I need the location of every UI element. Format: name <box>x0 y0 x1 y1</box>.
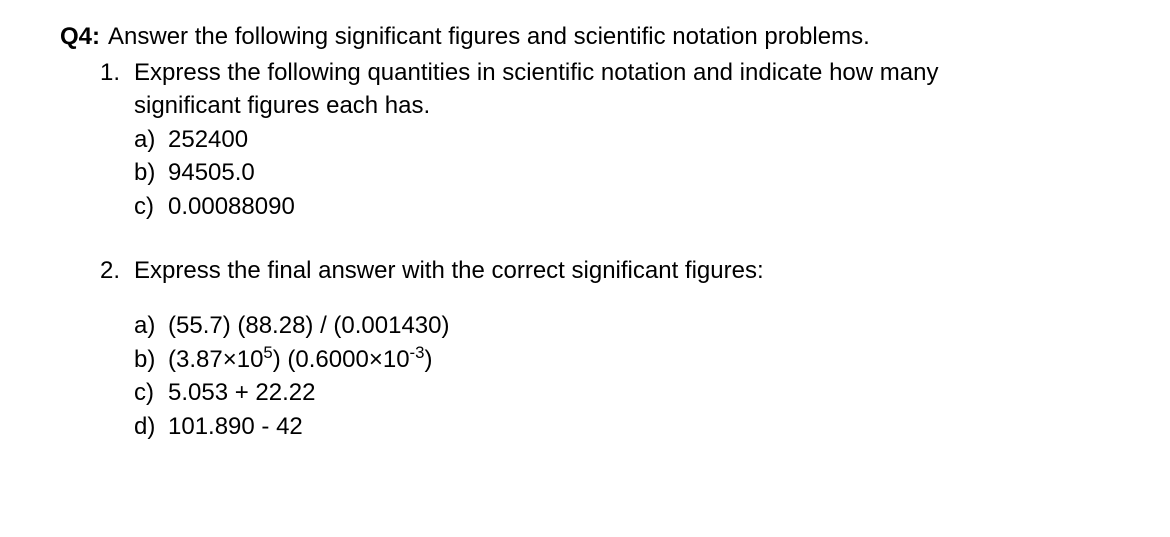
part-1-marker: 1. <box>100 56 134 90</box>
part-2-marker: 2. <box>100 254 134 288</box>
part-1-item-c: c) 0.00088090 <box>134 190 1110 224</box>
part-2-items: a) (55.7) (88.28) / (0.001430) b) (3.87×… <box>134 309 1110 443</box>
item-marker: b) <box>134 343 168 377</box>
item-marker: d) <box>134 410 168 444</box>
part-1-item-a: a) 252400 <box>134 123 1110 157</box>
part-1-item-b: b) 94505.0 <box>134 156 1110 190</box>
expr-exp1: 5 <box>263 343 272 362</box>
part-1-prompt-line1: Express the following quantities in scie… <box>134 56 1110 90</box>
expr-exp2: -3 <box>410 343 425 362</box>
expr-prefix: (3.87×10 <box>168 346 263 373</box>
part-2-item-d: d) 101.890 - 42 <box>134 410 1110 444</box>
part-2-item-b: b) (3.87×105) (0.6000×10-3) <box>134 343 1110 377</box>
part-2-content: Express the final answer with the correc… <box>134 254 1110 444</box>
item-value: 101.890 - 42 <box>168 410 303 444</box>
question-prompt: Answer the following significant figures… <box>108 20 870 54</box>
part-2-row: 2. Express the final answer with the cor… <box>100 254 1110 444</box>
item-value: (3.87×105) (0.6000×10-3) <box>168 343 432 377</box>
item-value: (55.7) (88.28) / (0.001430) <box>168 309 450 343</box>
question-header: Q4: Answer the following significant fig… <box>60 20 1110 54</box>
part-1-prompt-line2: significant figures each has. <box>134 89 1110 123</box>
expr-suffix: ) <box>424 346 432 373</box>
part-1: 1. Express the following quantities in s… <box>100 56 1110 224</box>
item-value: 252400 <box>168 123 248 157</box>
question-label: Q4: <box>60 20 100 54</box>
expr-mid: ) (0.6000×10 <box>273 346 410 373</box>
item-marker: c) <box>134 190 168 224</box>
part-2: 2. Express the final answer with the cor… <box>100 254 1110 444</box>
part-2-prompt: Express the final answer with the correc… <box>134 254 1110 288</box>
item-value: 5.053 + 22.22 <box>168 376 315 410</box>
item-value: 0.00088090 <box>168 190 295 224</box>
item-marker: b) <box>134 156 168 190</box>
part-1-row: 1. Express the following quantities in s… <box>100 56 1110 224</box>
part-1-content: Express the following quantities in scie… <box>134 56 1110 224</box>
item-marker: a) <box>134 123 168 157</box>
item-marker: a) <box>134 309 168 343</box>
part-2-item-a: a) (55.7) (88.28) / (0.001430) <box>134 309 1110 343</box>
item-value: 94505.0 <box>168 156 255 190</box>
item-marker: c) <box>134 376 168 410</box>
part-2-item-c: c) 5.053 + 22.22 <box>134 376 1110 410</box>
